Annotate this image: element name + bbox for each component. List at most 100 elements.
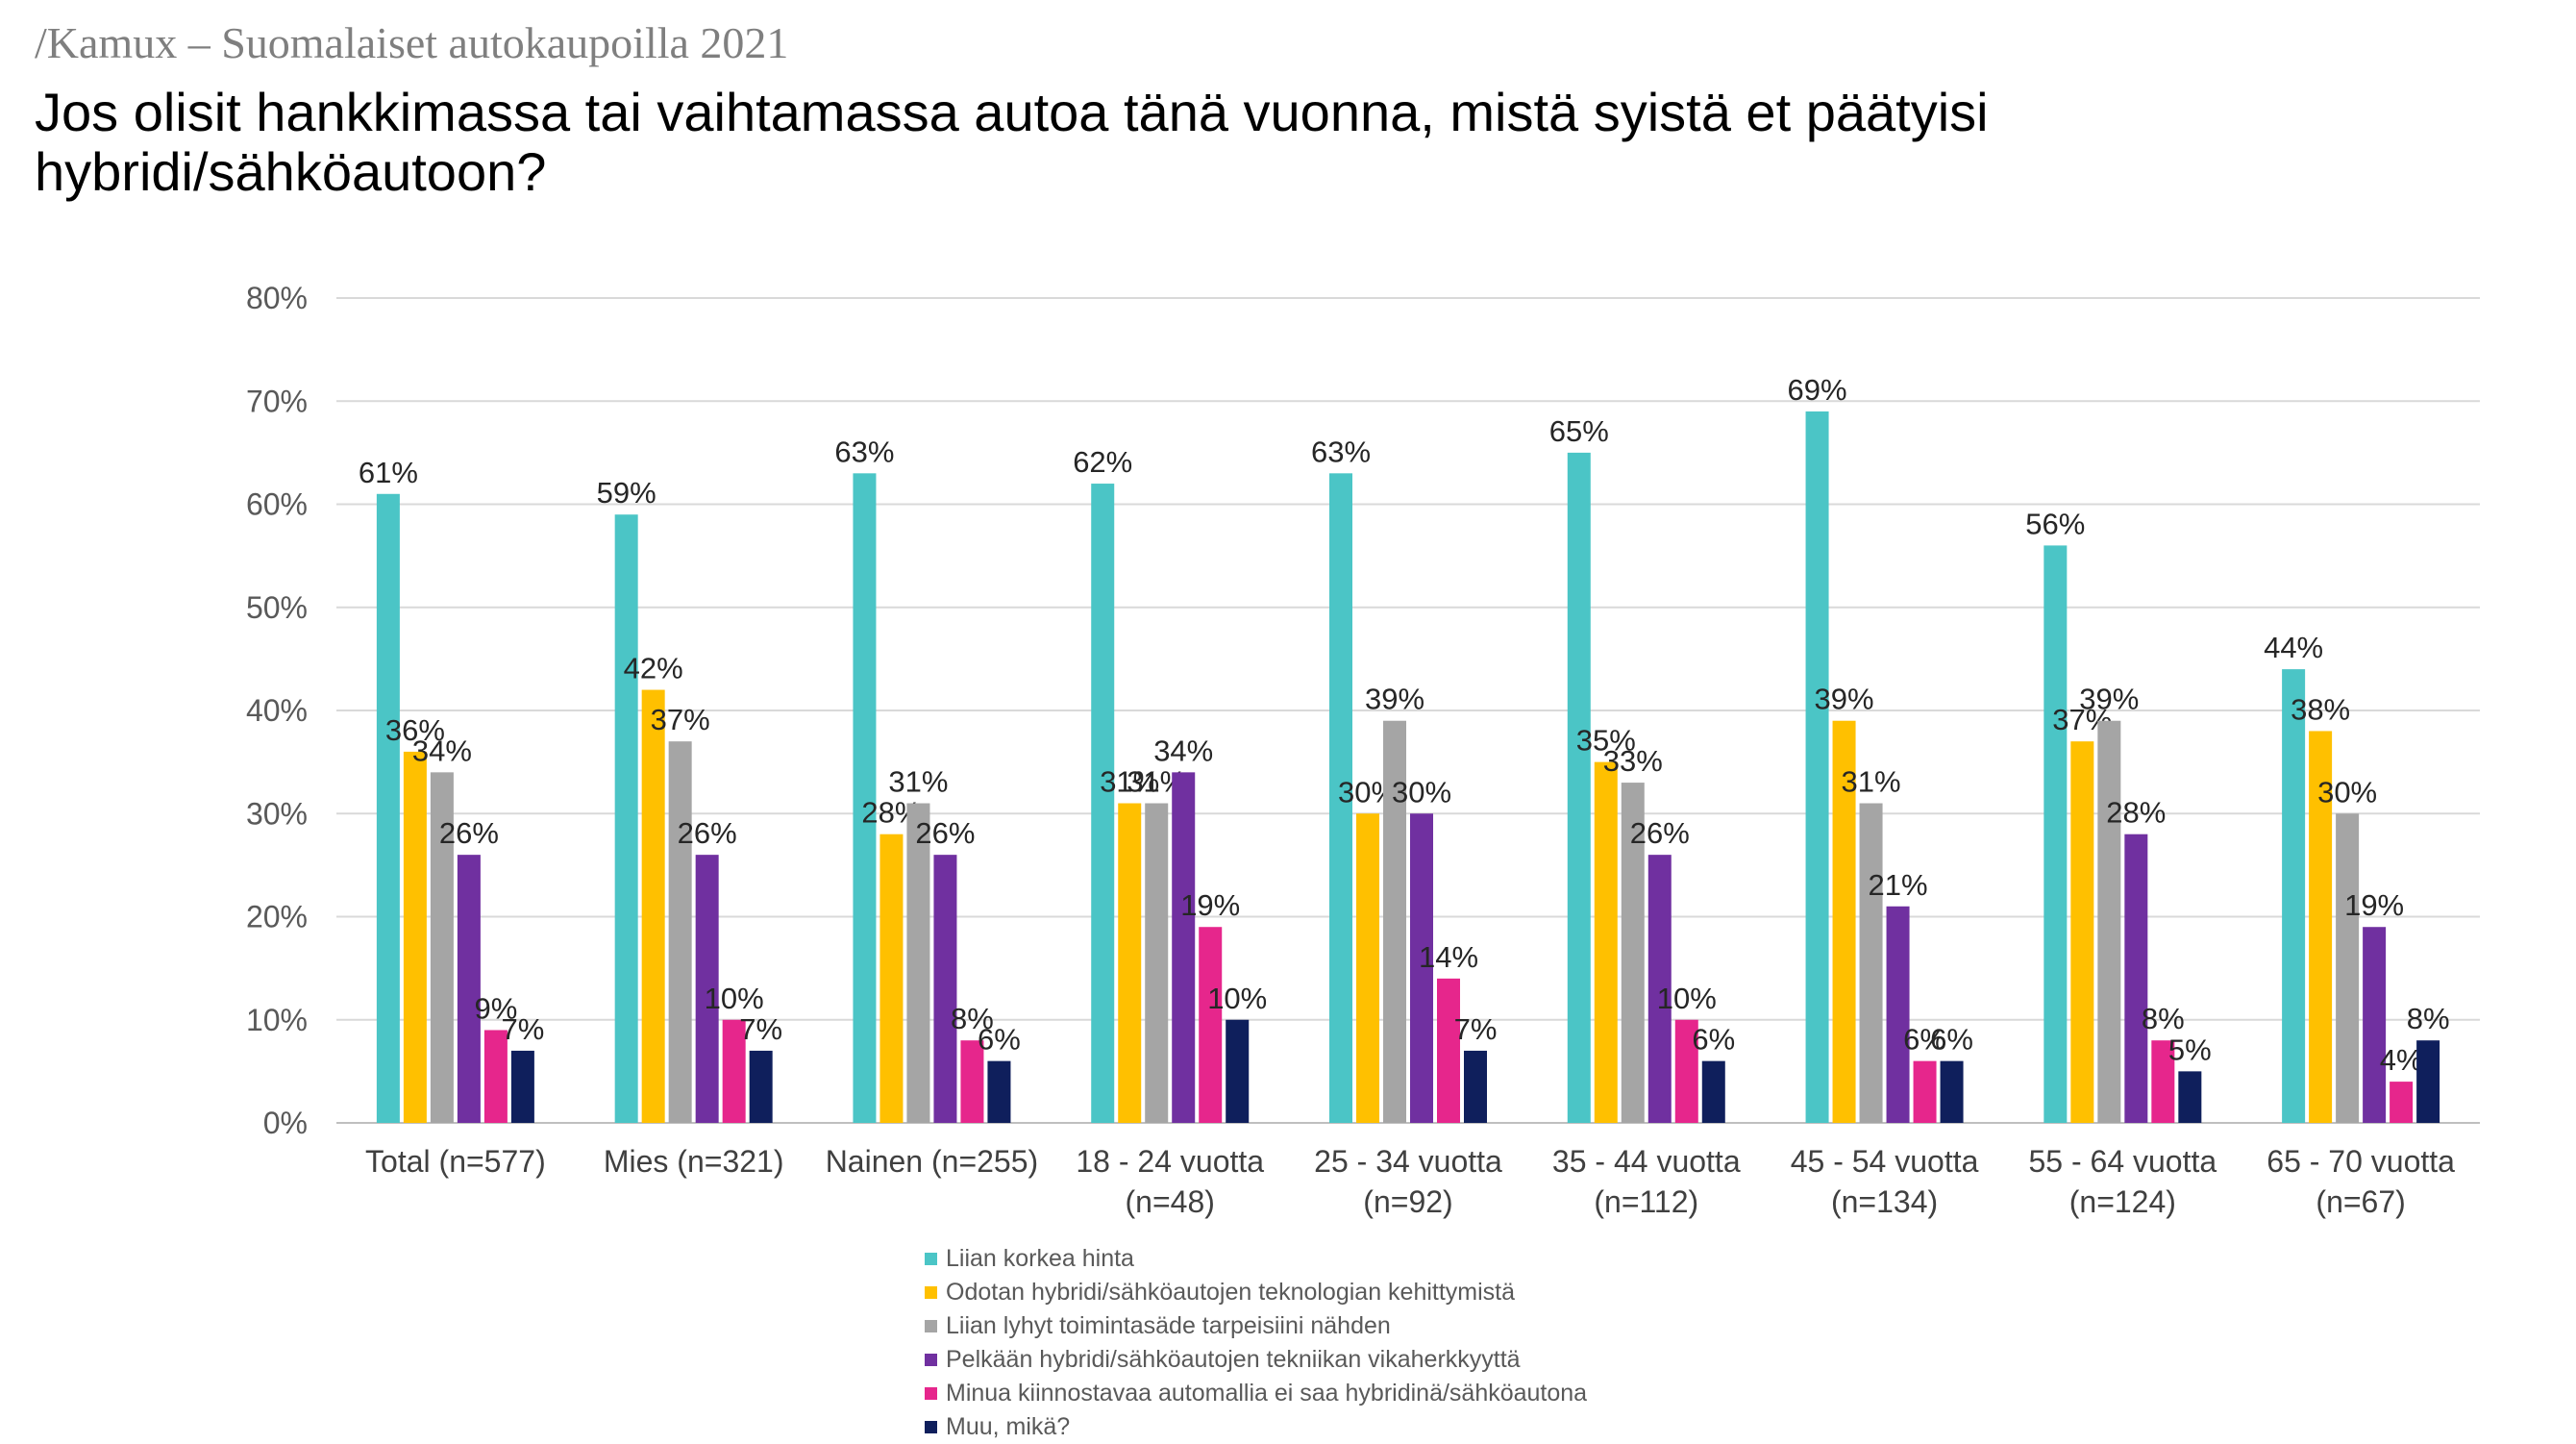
y-tick-label: 80% (246, 281, 308, 315)
bar (2416, 1040, 2440, 1123)
bar (1913, 1060, 1937, 1123)
source-header: /Kamux – Suomalaiset autokaupoilla 2021 (35, 18, 789, 67)
data-label: 7% (739, 1012, 782, 1046)
data-label: 30% (1392, 775, 1451, 809)
bar (2309, 731, 2333, 1123)
legend-label: Liian korkea hinta (946, 1245, 1134, 1272)
bar (987, 1060, 1011, 1123)
y-tick-label: 70% (246, 384, 308, 418)
bar (722, 1019, 746, 1123)
bar (1118, 803, 1142, 1123)
data-label: 10% (705, 982, 764, 1015)
bar (2178, 1071, 2202, 1123)
data-label: 61% (359, 456, 418, 489)
page-title: Jos olisit hankkimassa tai vaihtamassa a… (35, 82, 1989, 202)
legend-swatch (925, 1354, 937, 1366)
bar (1410, 813, 1433, 1123)
legend-swatch (925, 1286, 937, 1299)
data-label: 69% (1788, 373, 1847, 407)
bar (2097, 720, 2121, 1123)
bar (1805, 411, 1829, 1124)
x-tick-label: Total (n=577) (365, 1144, 546, 1179)
bar (906, 803, 930, 1123)
data-label: 7% (1454, 1012, 1498, 1046)
y-tick-label: 0% (263, 1106, 308, 1140)
bar (1567, 452, 1591, 1123)
legend-swatch (925, 1387, 937, 1400)
data-label: 28% (2106, 796, 2166, 830)
bar (749, 1050, 773, 1123)
bar (2043, 545, 2068, 1123)
x-tick-label: (n=124) (2069, 1184, 2176, 1219)
data-label: 63% (1311, 435, 1371, 468)
y-tick-label: 50% (246, 590, 308, 625)
data-label: 44% (2264, 631, 2323, 664)
bar (1621, 783, 1645, 1123)
legend-item: Muu, mikä? (925, 1410, 1587, 1444)
data-label: 21% (1869, 868, 1928, 902)
data-label: 35% (1576, 724, 1636, 758)
data-label: 36% (385, 713, 445, 747)
x-tick-label: Nainen (n=255) (826, 1144, 1038, 1179)
legend-item: Odotan hybridi/sähköautojen teknologian … (925, 1276, 1587, 1309)
bar (1859, 803, 1883, 1123)
bar (2151, 1040, 2175, 1123)
bar (2390, 1082, 2414, 1123)
bar (1940, 1060, 1964, 1123)
data-label: 10% (1657, 982, 1717, 1015)
legend-swatch (925, 1253, 937, 1265)
data-label: 26% (1630, 816, 1690, 850)
data-label: 42% (624, 652, 683, 685)
data-label: 5% (2168, 1033, 2212, 1066)
x-tick-label: 18 - 24 vuotta (1076, 1144, 1264, 1179)
x-tick-label: (n=112) (1594, 1184, 1698, 1219)
bar (1437, 978, 1460, 1123)
data-label: 34% (412, 734, 472, 767)
x-tick-label: 25 - 34 vuotta (1314, 1144, 1502, 1179)
bar (933, 855, 957, 1123)
data-label: 31% (888, 765, 948, 799)
bar (614, 514, 638, 1123)
bar (2282, 669, 2306, 1123)
x-tick-label: 65 - 70 vuotta (2266, 1144, 2455, 1179)
bar (1674, 1019, 1698, 1123)
data-label: 9% (474, 991, 517, 1025)
data-label: 63% (834, 435, 894, 468)
x-tick-label: Mies (n=321) (604, 1144, 784, 1179)
x-tick-label: 45 - 54 vuotta (1791, 1144, 1979, 1179)
bar (1145, 803, 1169, 1123)
data-label: 39% (1365, 683, 1424, 716)
data-label: 8% (951, 1002, 994, 1035)
bar (2070, 741, 2094, 1123)
data-label: 26% (678, 816, 737, 850)
legend-label: Odotan hybridi/sähköautojen teknologian … (946, 1279, 1516, 1306)
data-label: 34% (1153, 734, 1213, 767)
legend-label: Liian lyhyt toimintasäde tarpeisiini näh… (946, 1312, 1391, 1339)
y-tick-label: 30% (246, 796, 308, 831)
legend-item: Liian lyhyt toimintasäde tarpeisiini näh… (925, 1309, 1587, 1343)
legend-swatch (925, 1320, 937, 1332)
data-label: 7% (501, 1012, 544, 1046)
data-label: 33% (1603, 744, 1663, 778)
data-label: 8% (2407, 1002, 2450, 1035)
x-tick-label: (n=134) (1831, 1184, 1938, 1219)
data-label: 6% (1930, 1023, 1973, 1057)
legend-item: Minua kiinnostavaa automallia ei saa hyb… (925, 1377, 1587, 1410)
data-label: 56% (2025, 507, 2085, 540)
y-tick-label: 20% (246, 900, 308, 934)
data-label: 19% (1180, 888, 1240, 922)
bar (1886, 906, 1910, 1123)
bar (2124, 834, 2148, 1123)
y-tick-label: 40% (246, 693, 308, 728)
data-label: 59% (597, 476, 656, 510)
data-label: 4% (2380, 1043, 2423, 1077)
bar (1356, 813, 1379, 1123)
bar (1329, 473, 1352, 1123)
data-label: 6% (1903, 1023, 1946, 1057)
bar (1701, 1060, 1725, 1123)
data-label: 26% (439, 816, 499, 850)
y-tick-label: 10% (246, 1003, 308, 1037)
data-label: 26% (915, 816, 975, 850)
data-label: 6% (1692, 1023, 1735, 1057)
